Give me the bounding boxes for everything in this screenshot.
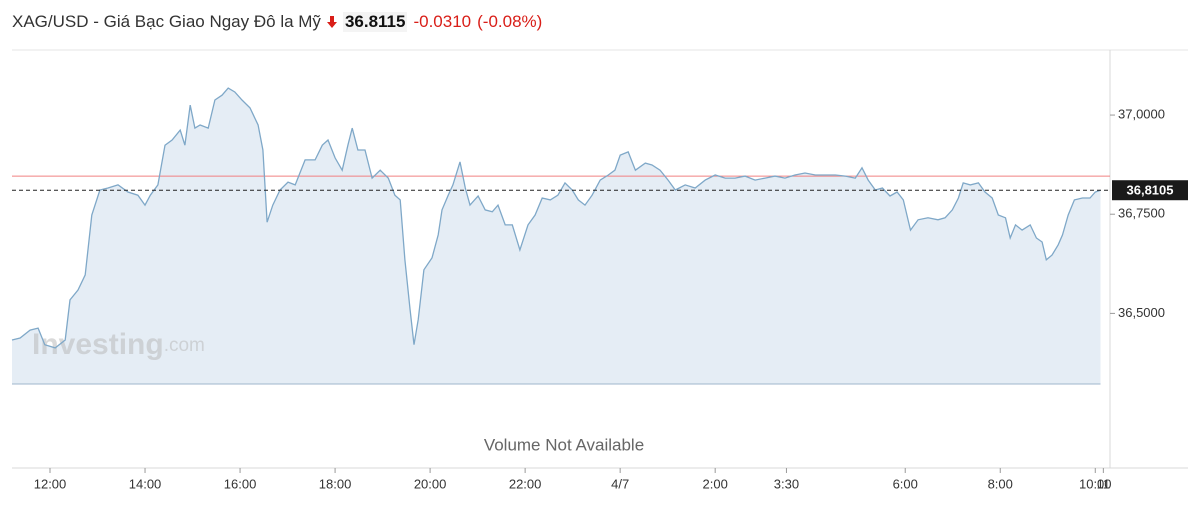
watermark-suffix: .com [164, 335, 205, 356]
volume-note: Volume Not Available [484, 435, 644, 454]
x-tick-label: 16:00 [224, 476, 257, 491]
header: XAG/USD - Giá Bạc Giao Ngay Đô la Mỹ 36.… [12, 12, 542, 32]
x-tick-label: 12:00 [34, 476, 67, 491]
x-tick-label: 18:00 [319, 476, 352, 491]
price: 36.8115 [342, 12, 408, 32]
last-price-box [1112, 180, 1188, 201]
y-tick-label: 36,5000 [1118, 305, 1165, 320]
x-tick-label: 2:00 [703, 476, 728, 491]
watermark-main: Investing [32, 328, 164, 361]
x-tick-label: 10:00 [1079, 476, 1112, 491]
y-tick-label: 37,0000 [1118, 106, 1165, 121]
x-tick-label: 20:00 [414, 476, 447, 491]
down-arrow [326, 16, 337, 28]
change-percent: (-0.08%) [477, 12, 543, 31]
x-tick-label: 22:00 [509, 476, 542, 491]
x-tick-label: 4/7 [611, 476, 629, 491]
title: XAG/USD - Giá Bạc Giao Ngay Đô la Mỹ [12, 12, 321, 31]
x-tick-label: 14:00 [129, 476, 162, 491]
last-price-label: 36,8105 [1127, 183, 1174, 198]
x-tick-label: 11 [1097, 476, 1111, 491]
price-line [11, 87, 1101, 349]
x-tick-label: 6:00 [893, 476, 918, 491]
change: -0.0310 [413, 12, 472, 31]
x-tick-label: 8:00 [988, 476, 1013, 491]
x-tick-label: 3:30 [774, 476, 799, 491]
area-fill [12, 88, 1101, 384]
watermark: Investing.com [32, 328, 205, 361]
y-tick-label: 36,7500 [1118, 206, 1165, 221]
